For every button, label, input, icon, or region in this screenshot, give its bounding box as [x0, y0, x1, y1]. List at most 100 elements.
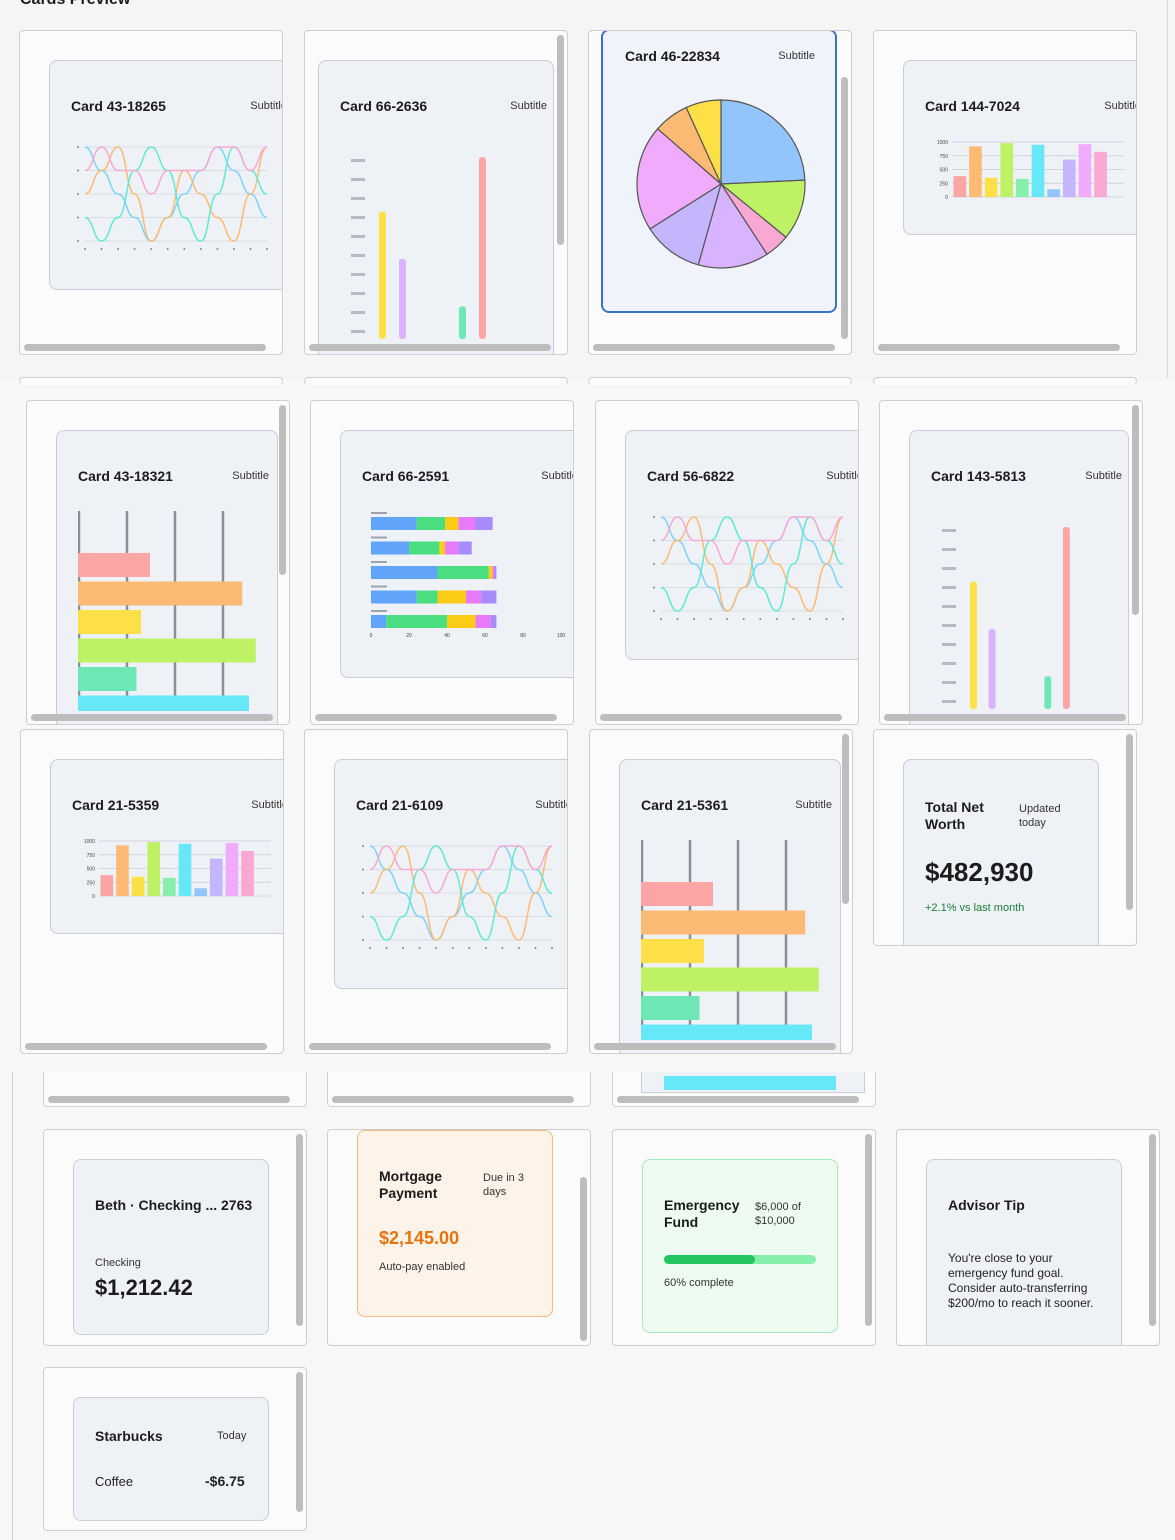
- card-frame[interactable]: Card 21-5359 Subtitle 1000 750 500 250 0: [20, 729, 284, 1054]
- line-chart: [77, 146, 268, 250]
- card-144-7024[interactable]: Card 144-7024 Subtitle 1000 750 500 250 0: [903, 60, 1136, 235]
- bar-segment: [386, 615, 447, 628]
- card-frame[interactable]: Card 21-6109 Subtitle: [304, 729, 568, 1054]
- card-143-5813[interactable]: Card 143-5813 Subtitle: [909, 430, 1129, 724]
- bar: [479, 157, 486, 339]
- line-series: [660, 516, 844, 565]
- horizontal-scrollbar[interactable]: [315, 714, 557, 721]
- bar: [641, 910, 806, 935]
- card-66-2591[interactable]: Card 66-2591 Subtitle 0 20 40 60 80 100: [340, 430, 573, 678]
- card-frame[interactable]: Card 43-18321 Subtitle: [26, 400, 290, 725]
- horizontal-scrollbar[interactable]: [25, 1043, 267, 1050]
- line-series: [84, 146, 268, 195]
- bar-segment: [458, 541, 472, 555]
- card-46-22834[interactable]: Card 46-22834 Subtitle: [601, 31, 837, 313]
- y-tick-mark: [942, 567, 956, 570]
- account-card[interactable]: Beth · Checking ... 2763 Checking $1,212…: [73, 1159, 269, 1335]
- horizontal-scrollbar[interactable]: [309, 344, 551, 351]
- card-frame[interactable]: Advisor Tip You're close to your emergen…: [896, 1129, 1160, 1346]
- horizontal-scrollbar[interactable]: [48, 1096, 290, 1103]
- card-frame: [588, 377, 852, 385]
- card-frame[interactable]: Total Net Worth Updated today $482,930 +…: [873, 729, 1137, 946]
- goal-amount: $6,000 of $10,000: [755, 1201, 801, 1227]
- x-tick-mark: [534, 947, 537, 949]
- vertical-scrollbar[interactable]: [296, 1134, 303, 1326]
- card-frame[interactable]: Emergency Fund $6,000 of $10,000 60% com…: [612, 1129, 876, 1346]
- bar: [78, 695, 249, 711]
- card-frame[interactable]: Card 43-18265 Subtitle: [19, 30, 283, 355]
- card-title: Card 56-6822: [647, 468, 735, 484]
- vertical-scrollbar[interactable]: [279, 405, 286, 575]
- y-tick-label: 250: [940, 181, 949, 187]
- horizontal-scrollbar[interactable]: [31, 714, 273, 721]
- card-frame: [873, 377, 1137, 385]
- x-tick-mark: [232, 248, 235, 250]
- card-frame[interactable]: Mortgage Payment Due in 3 days $2,145.00…: [327, 1129, 591, 1346]
- bar-segment: [445, 541, 459, 555]
- card-frame[interactable]: Starbucks Today Coffee -$6.75: [43, 1367, 307, 1531]
- horizontal-scrollbar[interactable]: [593, 344, 835, 351]
- vertical-scrollbar[interactable]: [557, 35, 564, 245]
- x-tick-mark: [133, 248, 136, 250]
- payment-amount: $2,145.00: [379, 1228, 460, 1248]
- vertical-scrollbar[interactable]: [1149, 1134, 1156, 1326]
- horizontal-scrollbar[interactable]: [884, 714, 1126, 721]
- card-frame[interactable]: Card 143-5813 Subtitle: [879, 400, 1143, 725]
- card-frame[interactable]: Card 144-7024 Subtitle 1000 750 500 250 0: [873, 30, 1137, 355]
- bar: [1016, 178, 1029, 197]
- x-tick-mark: [693, 618, 696, 620]
- x-tick-mark: [808, 618, 811, 620]
- horizontal-scrollbar[interactable]: [600, 714, 842, 721]
- horizontal-scrollbar[interactable]: [878, 344, 1120, 351]
- vertical-scrollbar[interactable]: [865, 1134, 872, 1326]
- card-frame[interactable]: Card 46-22834 Subtitle: [588, 30, 852, 355]
- mortgage-card[interactable]: Mortgage Payment Due in 3 days $2,145.00…: [357, 1130, 553, 1317]
- card-66-2636[interactable]: Card 66-2636 Subtitle: [318, 60, 554, 354]
- emergency-fund-card[interactable]: Emergency Fund $6,000 of $10,000 60% com…: [642, 1159, 838, 1333]
- bar-segment: [371, 590, 417, 604]
- horizontal-scrollbar[interactable]: [594, 1043, 836, 1050]
- bar: [641, 996, 700, 1020]
- card-frame[interactable]: Beth · Checking ... 2763 Checking $1,212…: [43, 1129, 307, 1346]
- card-21-5359[interactable]: Card 21-5359 Subtitle 1000 750 500 250 0: [50, 759, 283, 934]
- advisor-tip-card[interactable]: Advisor Tip You're close to your emergen…: [926, 1159, 1122, 1345]
- net-worth-card[interactable]: Total Net Worth Updated today $482,930 +…: [903, 759, 1099, 945]
- bar: [78, 610, 141, 634]
- y-tick-mark: [362, 868, 364, 871]
- bar: [194, 888, 207, 896]
- card-43-18321[interactable]: Card 43-18321 Subtitle: [56, 430, 278, 724]
- y-tick-mark: [77, 240, 79, 242]
- bar: [953, 176, 967, 197]
- horizontal-scrollbar[interactable]: [617, 1096, 859, 1103]
- updated-label: Updated today: [1019, 803, 1061, 829]
- card-title: Total Net Worth: [925, 799, 984, 832]
- x-tick-mark: [183, 248, 186, 250]
- vertical-scrollbar[interactable]: [841, 77, 848, 339]
- card-frame[interactable]: Card 66-2636 Subtitle: [304, 30, 568, 355]
- card-43-18265[interactable]: Card 43-18265 Subtitle: [49, 60, 282, 290]
- divider: [12, 1072, 13, 1540]
- card-21-6109[interactable]: Card 21-6109 Subtitle: [334, 759, 567, 989]
- card-21-5361[interactable]: Card 21-5361 Subtitle: [619, 759, 841, 1053]
- y-tick-mark: [362, 892, 364, 894]
- y-tick-mark: [653, 610, 655, 612]
- vertical-scrollbar[interactable]: [296, 1372, 303, 1512]
- line-chart: [362, 845, 553, 949]
- horizontal-scrollbar[interactable]: [24, 344, 266, 351]
- vertical-scrollbar[interactable]: [1126, 734, 1133, 910]
- vertical-scrollbar[interactable]: [1132, 405, 1139, 615]
- transaction-card[interactable]: Starbucks Today Coffee -$6.75: [73, 1397, 269, 1521]
- card-frame[interactable]: Card 66-2591 Subtitle 0 20 40 60 80 100: [310, 400, 574, 725]
- progress-label: 60% complete: [664, 1277, 734, 1289]
- horizontal-scrollbar[interactable]: [309, 1043, 551, 1050]
- card-56-6822[interactable]: Card 56-6822 Subtitle: [625, 430, 858, 660]
- card-frame[interactable]: Card 21-5361 Subtitle: [589, 729, 853, 1054]
- card-frame[interactable]: Card 56-6822 Subtitle: [595, 400, 859, 725]
- vertical-scrollbar[interactable]: [842, 734, 849, 904]
- y-tick-mark: [77, 146, 79, 148]
- horizontal-scrollbar[interactable]: [332, 1096, 574, 1103]
- bar-chart: [351, 157, 486, 339]
- bar: [178, 843, 192, 896]
- card-subtitle: Subtitle: [251, 799, 283, 811]
- vertical-scrollbar[interactable]: [580, 1177, 587, 1341]
